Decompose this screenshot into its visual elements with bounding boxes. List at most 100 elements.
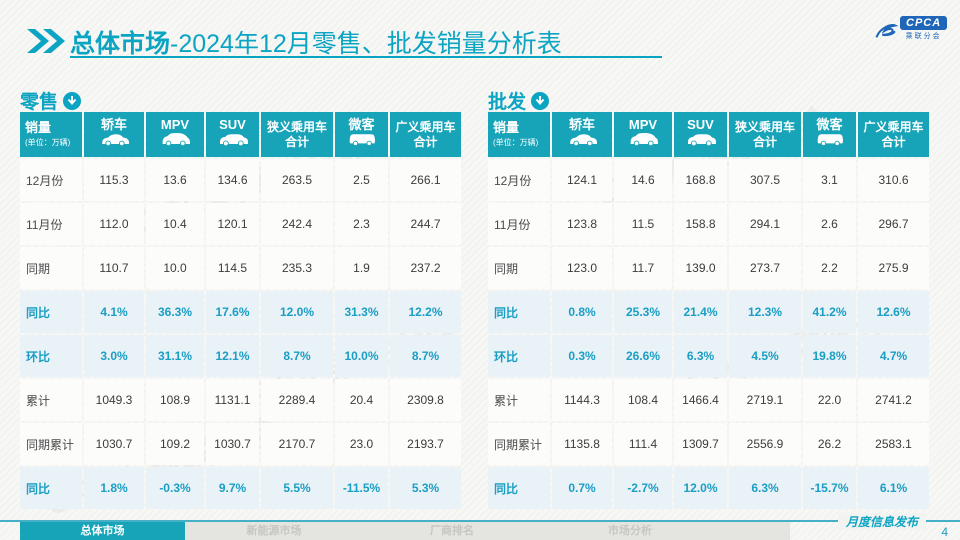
cell-value: 13.6: [146, 159, 204, 201]
table-row: 同期累计 1030.7 109.2 1030.7 2170.7 23.0 2193.7: [20, 423, 461, 465]
cell-value: 26.2: [803, 423, 856, 465]
cell-value: 310.6: [858, 159, 929, 201]
cell-value: 108.9: [146, 379, 204, 421]
cell-value: 275.9: [858, 247, 929, 289]
cell-value: 1466.4: [674, 379, 727, 421]
cell-value: -0.3%: [146, 467, 204, 509]
column-label: SUV: [219, 116, 246, 132]
cell-value: 168.8: [674, 159, 727, 201]
cell-value: 2193.7: [390, 423, 461, 465]
cell-value: 1030.7: [206, 423, 259, 465]
cell-value: 2.2: [803, 247, 856, 289]
cell-value: 3.1: [803, 159, 856, 201]
nav-tab-nev-market[interactable]: 新能源市场: [246, 525, 302, 537]
cell-value: 115.3: [84, 159, 144, 201]
table-row: 12月份 115.3 13.6 134.6 263.5 2.5 266.1: [20, 159, 461, 201]
header-cell-mpv: MPV: [146, 112, 204, 157]
cpca-logo: CPCA 乘联分会: [874, 16, 950, 49]
cell-value: 4.7%: [858, 335, 929, 377]
cell-value: 21.4%: [674, 291, 727, 333]
cell-value: 12.2%: [390, 291, 461, 333]
cell-value: 4.5%: [729, 335, 801, 377]
cell-value: 111.4: [614, 423, 672, 465]
header-cell-mpv: MPV: [614, 112, 672, 157]
header-cell-narrow-pv-total: 狭义乘用车合计: [729, 112, 801, 157]
footer-divider: [0, 520, 960, 522]
cell-value: 19.8%: [803, 335, 856, 377]
cell-value: 134.6: [206, 159, 259, 201]
row-label: 环比: [488, 335, 550, 377]
cell-value: 237.2: [390, 247, 461, 289]
sedan-icon: [565, 133, 599, 151]
page-number: 4: [941, 525, 948, 539]
cell-value: 110.7: [84, 247, 144, 289]
nav-tab-oem-ranking[interactable]: 厂商排名: [430, 525, 474, 537]
retail-section-header: 零售: [20, 87, 82, 114]
cell-value: 12.6%: [858, 291, 929, 333]
cell-value: 120.1: [206, 203, 259, 245]
column-label: 轿车: [100, 116, 127, 132]
row-label: 同期累计: [20, 423, 82, 465]
cell-value: 307.5: [729, 159, 801, 201]
header-cell-sales: 销量 (单位：万辆): [488, 112, 550, 157]
wholesale-section-header: 批发: [488, 87, 550, 114]
nav-tab-overall-market[interactable]: 总体市场: [20, 522, 185, 540]
cell-value: 108.4: [614, 379, 672, 421]
table-row: 同期累计 1135.8 111.4 1309.7 2556.9 26.2 2583.1: [488, 423, 929, 465]
cell-value: 114.5: [206, 247, 259, 289]
header-cell-sales: 销量 (单位：万辆): [20, 112, 82, 157]
cell-value: 5.3%: [390, 467, 461, 509]
header-cell-broad-pv-total: 广义乘用车合计: [390, 112, 461, 157]
cell-value: 41.2%: [803, 291, 856, 333]
cell-value: 23.0: [335, 423, 388, 465]
minivan-icon: [345, 133, 379, 151]
header-cell-sedan: 轿车: [552, 112, 612, 157]
cell-value: 31.1%: [146, 335, 204, 377]
nav-tab-market-analysis[interactable]: 市场分析: [608, 525, 652, 537]
table-row: 同比 1.8% -0.3% 9.7% 5.5% -11.5% 5.3%: [20, 467, 461, 509]
row-label: 同期: [488, 247, 550, 289]
cell-value: 20.4: [335, 379, 388, 421]
minivan-icon: [813, 133, 847, 151]
cell-value: 2719.1: [729, 379, 801, 421]
retail-table: 销量 (单位：万辆) 轿车 MPV SUV 狭义乘用: [20, 112, 461, 509]
table-row: 11月份 123.8 11.5 158.8 294.1 2.6 296.7: [488, 203, 929, 245]
suv-icon: [684, 133, 718, 151]
cell-value: 8.7%: [261, 335, 333, 377]
cpca-swoosh-icon: [874, 20, 899, 49]
cell-value: 235.3: [261, 247, 333, 289]
cell-value: 112.0: [84, 203, 144, 245]
cell-value: 273.7: [729, 247, 801, 289]
header-cell-suv: SUV: [674, 112, 727, 157]
cell-value: 10.0%: [335, 335, 388, 377]
table-row: 累计 1144.3 108.4 1466.4 2719.1 22.0 2741.2: [488, 379, 929, 421]
cell-value: 36.3%: [146, 291, 204, 333]
cell-value: 158.8: [674, 203, 727, 245]
cell-value: 6.3%: [674, 335, 727, 377]
cell-value: 5.5%: [261, 467, 333, 509]
cell-value: 12.0%: [674, 467, 727, 509]
sedan-icon: [97, 133, 131, 151]
wholesale-table-body: 12月份 124.1 14.6 168.8 307.5 3.1 310.6 11月份 123.8…: [488, 159, 929, 509]
cell-value: 17.6%: [206, 291, 259, 333]
cpca-logo-subtext: 乘联分会: [905, 33, 942, 40]
cell-value: 11.5: [614, 203, 672, 245]
row-label: 同比: [488, 291, 550, 333]
cell-value: 14.6: [614, 159, 672, 201]
cell-value: -15.7%: [803, 467, 856, 509]
cell-value: 2.5: [335, 159, 388, 201]
cell-value: 2556.9: [729, 423, 801, 465]
column-label: 销量: [493, 119, 520, 135]
cell-value: 8.7%: [390, 335, 461, 377]
cell-value: 242.4: [261, 203, 333, 245]
retail-table-body: 12月份 115.3 13.6 134.6 263.5 2.5 266.1 11月份 112.0…: [20, 159, 461, 509]
cell-value: 2.6: [803, 203, 856, 245]
wholesale-table-header: 销量 (单位：万辆) 轿车 MPV SUV 狭义乘用: [488, 112, 929, 157]
wholesale-section-label: 批发: [488, 92, 527, 113]
cell-value: 11.7: [614, 247, 672, 289]
table-row: 12月份 124.1 14.6 168.8 307.5 3.1 310.6: [488, 159, 929, 201]
cell-value: 123.8: [552, 203, 612, 245]
cell-value: 4.1%: [84, 291, 144, 333]
cell-value: 0.7%: [552, 467, 612, 509]
table-row: 同期 123.0 11.7 139.0 273.7 2.2 275.9: [488, 247, 929, 289]
